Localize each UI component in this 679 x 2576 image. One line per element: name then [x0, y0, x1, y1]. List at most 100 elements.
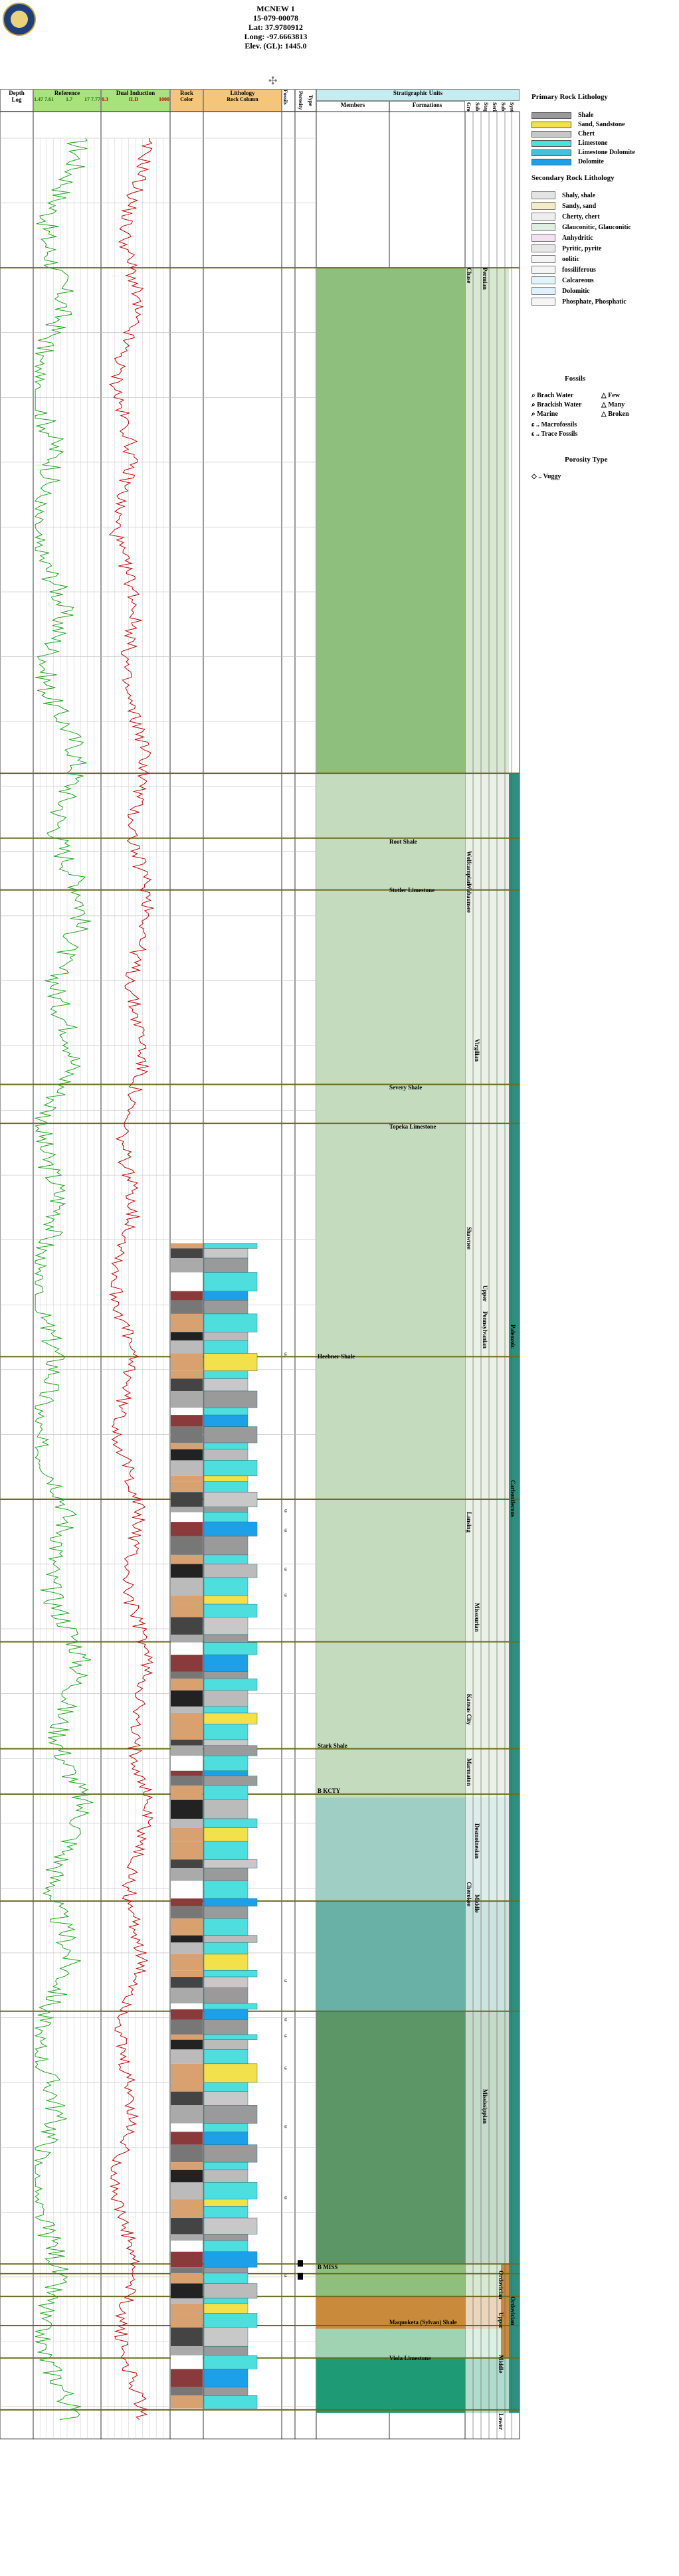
lithology-block	[203, 2395, 258, 2409]
member-label: B KCTY	[318, 1787, 341, 1794]
rock-color-block	[171, 1818, 203, 1828]
reference-scale-mid: 1.7	[66, 96, 72, 102]
lithology-block	[203, 1536, 248, 1556]
legend-label: Dolomitic	[562, 287, 590, 295]
rock-color-block	[171, 1617, 203, 1635]
rock-color-block	[171, 2355, 203, 2369]
rock-color-block	[171, 1443, 203, 1449]
lithology-block	[203, 1313, 258, 1333]
rock-color-block	[171, 1426, 203, 1443]
rock-color-block	[171, 1827, 203, 1842]
strat-band-groups-3	[465, 1900, 509, 2011]
well-log-chart: ɕ ɕ ɕ ɕ ɕ ɕ ɕ ɕ ɕ ɕ ɕ ɕ	[0, 111, 520, 2440]
rock-color-block	[171, 1492, 203, 1507]
rock-color-block	[171, 1799, 203, 1819]
legend-fossil-extra-row: ɕ .. Trace Fossils	[532, 430, 578, 438]
rock-color-block	[171, 1655, 203, 1672]
secondary-swatch-icon	[532, 234, 555, 242]
fossil-icon: ɕ	[284, 2015, 287, 2022]
lithology-block	[203, 2123, 248, 2132]
lithology-block	[203, 1841, 248, 1860]
rock-color-block	[171, 1370, 203, 1379]
rock-color-block	[171, 1291, 203, 1301]
fossil-icon: ɕ	[284, 2122, 287, 2129]
lithology-block	[203, 1604, 258, 1617]
porosity-header-label: Porosity	[298, 90, 304, 110]
rock-color-block	[171, 1313, 203, 1333]
rock-color-block	[171, 1935, 203, 1943]
reference-scale-right: 17 7.77	[84, 96, 100, 102]
rock-color-block	[171, 2369, 203, 2387]
secondary-swatch-icon	[532, 276, 555, 284]
strat-unit-label: Wabaunsee	[466, 883, 472, 913]
lithology-block	[203, 1243, 258, 1249]
lithology-block	[203, 2387, 248, 2396]
legend-label: Limestone	[578, 139, 608, 147]
rock-color-block	[171, 2298, 203, 2304]
legend-secondary-row: Phosphate, Phosphatic	[532, 298, 627, 306]
lithology-block	[203, 1987, 248, 2004]
porosity-header: Porosity Type	[295, 89, 316, 112]
rock-color-block	[171, 2123, 203, 2132]
legend-label: Sand, Sandstone	[578, 121, 625, 128]
legend-porosity-row: ◇ .. Vuggy	[532, 473, 561, 480]
rock-color-block	[171, 1918, 203, 1936]
lithology-block	[203, 1481, 248, 1493]
rock-color-block	[171, 1756, 203, 1771]
rock-color-block	[171, 2009, 203, 2020]
lithology-block	[203, 1712, 258, 1724]
lithology-header-label: Lithology	[230, 90, 255, 96]
lithology-block	[203, 2082, 248, 2092]
lithology-block	[203, 1690, 248, 1707]
fossil-icon: ɕ	[284, 2194, 287, 2201]
lithology-block	[203, 2039, 248, 2050]
lithology-block	[203, 1881, 248, 1899]
secondary-swatch-icon	[532, 298, 555, 306]
strat-unit-label: Mississippian	[482, 2088, 488, 2124]
lithology-block	[203, 1564, 258, 1578]
legend-fossil-abundance-row: △ Many	[601, 401, 625, 409]
strat-unit-label: Middle	[498, 2354, 504, 2373]
rock-color-block	[171, 1300, 203, 1314]
lithology-block	[203, 2355, 258, 2369]
legend-primary-title: Primary Rock Lithology	[532, 93, 608, 101]
lithology-block	[203, 2206, 248, 2219]
elevation: Elev. (GL): 1445.0	[244, 41, 307, 50]
strat-band-0	[316, 268, 465, 774]
lithology-block	[203, 2003, 258, 2010]
lithology-block	[203, 2182, 258, 2199]
rock-color-block	[171, 2218, 203, 2235]
lithology-block	[203, 1426, 258, 1443]
ild-curve	[108, 138, 155, 2420]
vuggy-porosity-mark	[298, 2260, 303, 2267]
secondary-swatch-icon	[532, 244, 555, 252]
lithology-block	[203, 2240, 248, 2253]
lithology-block	[203, 1554, 248, 1564]
rock-color-block	[171, 1642, 203, 1655]
strat-unit-label: Cherokee	[466, 1881, 472, 1906]
rock-color-block	[171, 1634, 203, 1643]
rock-color-block	[171, 2049, 203, 2064]
lithology-block	[203, 1507, 248, 1513]
lithology-block	[203, 1331, 248, 1341]
strat-unit-label: Desmoinesian	[474, 1823, 480, 1859]
longitude: Long: -97.6663813	[244, 32, 308, 41]
group-header-label: Series	[492, 102, 498, 116]
lithology-block	[203, 2313, 258, 2328]
rock-color-block	[171, 1258, 203, 1273]
lithology-block	[203, 1739, 248, 1746]
lithology-sub-label: Rock Column	[227, 96, 258, 102]
strat-unit-label: Upper	[498, 2312, 504, 2329]
member-label: B MISS	[318, 2264, 338, 2271]
rock-color-block	[171, 2206, 203, 2219]
legend-primary-row: Shale	[532, 112, 593, 119]
rock-color-block	[171, 2267, 203, 2273]
legend-label: Pyritic, pyrite	[562, 244, 602, 252]
strat-unit-label: Lansing	[466, 1512, 472, 1533]
lithology-block	[203, 2199, 248, 2207]
rock-color-block	[171, 1679, 203, 1691]
rock-color-block	[171, 1554, 203, 1564]
legend-primary-row: Chert	[532, 130, 595, 138]
lithology-block	[203, 1390, 258, 1408]
legend-secondary-row: Anhydritic	[532, 234, 593, 242]
